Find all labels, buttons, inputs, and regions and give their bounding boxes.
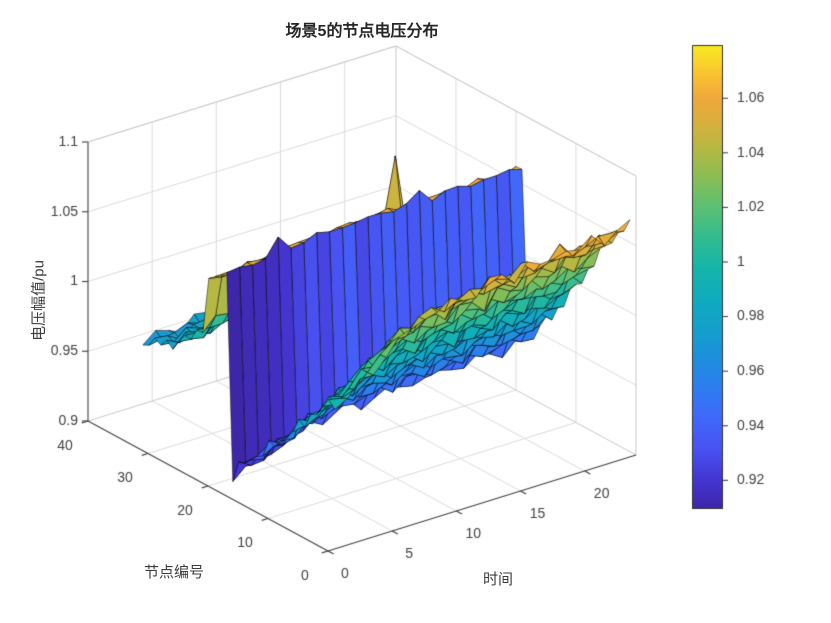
x-axis-label: 时间 [482, 571, 513, 588]
z-axis-label: 电压幅值/pu [30, 260, 48, 341]
chart-title: 场景5的节点电压分布 [285, 23, 439, 40]
y-axis-label: 节点编号 [143, 564, 204, 581]
